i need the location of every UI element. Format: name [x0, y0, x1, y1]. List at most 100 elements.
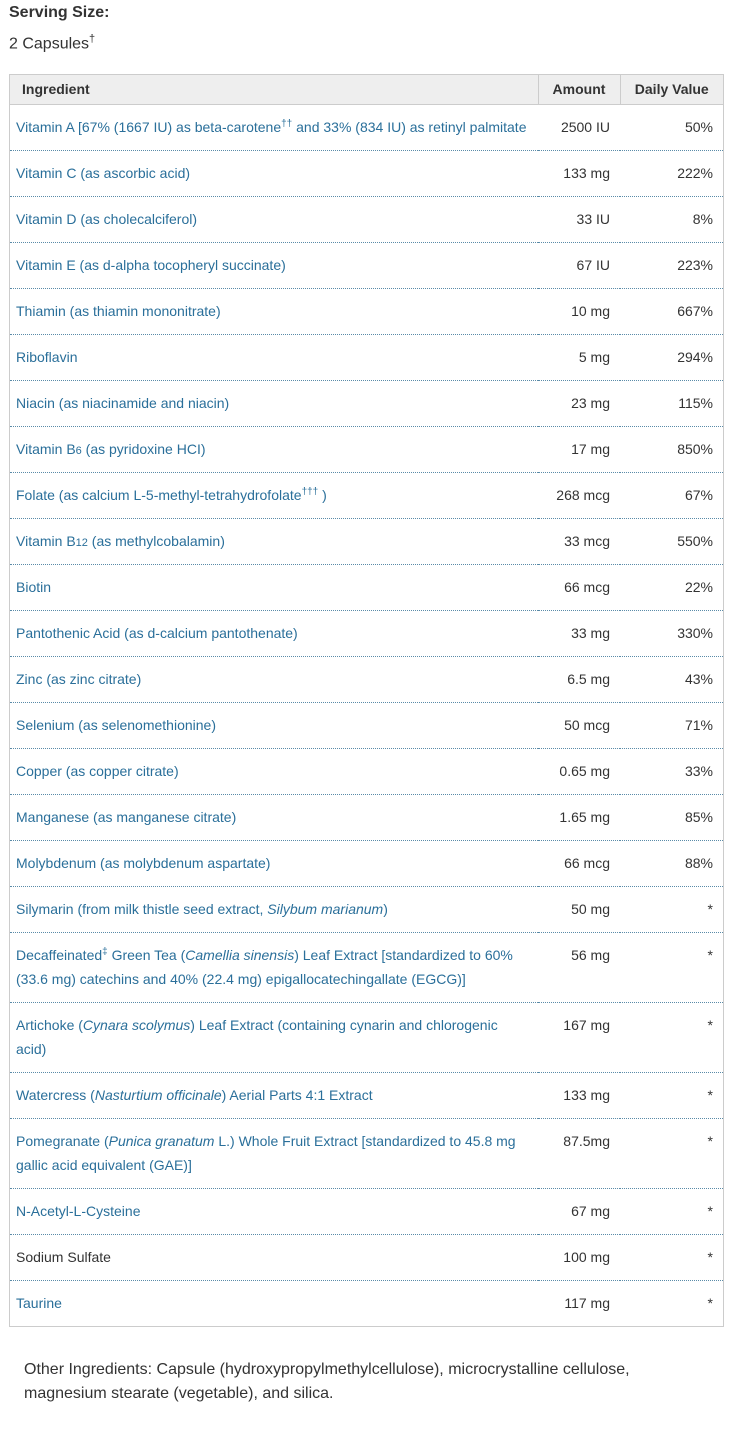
footnote-mark: †††	[301, 485, 319, 497]
ingredient-text: Niacin (as niacinamide and niacin)	[16, 394, 230, 411]
serving-size-label: Serving Size:	[9, 4, 110, 21]
ingredient-amount: 87.5mg	[538, 1118, 620, 1189]
ingredient-daily-value: 88%	[620, 840, 723, 887]
table-row: Thiamin (as thiamin mononitrate) 10 mg 667…	[10, 288, 723, 335]
ingredient-name[interactable]: Thiamin (as thiamin mononitrate)	[10, 288, 538, 335]
ingredient-daily-value: 33%	[620, 748, 723, 795]
table-row: Taurine 117 mg *	[10, 1280, 723, 1326]
table-row: Selenium (as selenomethionine) 50 mcg 71%	[10, 702, 723, 749]
ingredient-name[interactable]: N-Acetyl-L-Cysteine	[10, 1188, 538, 1235]
ingredient-daily-value: 85%	[620, 794, 723, 841]
botanical-name: Punica granatum	[108, 1132, 215, 1149]
ingredient-name[interactable]: Selenium (as selenomethionine)	[10, 702, 538, 749]
subscript: 12	[75, 536, 88, 549]
ingredient-name: Sodium Sulfate	[10, 1234, 538, 1281]
table-header-row: Ingredient Amount Daily Value	[10, 75, 723, 105]
ingredient-name[interactable]: Pomegranate (Punica granatum L.) Whole F…	[10, 1118, 538, 1189]
ingredient-daily-value: 223%	[620, 242, 723, 289]
serving-size-text: 2 Capsules	[9, 35, 90, 53]
ingredient-amount: 167 mg	[538, 1002, 620, 1073]
ingredient-name[interactable]: Silymarin (from milk thistle seed extrac…	[10, 886, 538, 933]
ingredient-name[interactable]: Vitamin A [67% (1667 IU) as beta-caroten…	[10, 104, 538, 151]
ingredient-daily-value: 67%	[620, 472, 723, 519]
header-amount: Amount	[537, 75, 620, 105]
ingredient-daily-value: 43%	[620, 656, 723, 703]
header-daily-value: Daily Value	[619, 75, 723, 105]
ingredient-daily-value: 8%	[620, 196, 723, 243]
table-row: Molybdenum (as molybdenum aspartate) 66 m…	[10, 840, 723, 887]
ingredient-amount: 0.65 mg	[538, 748, 620, 795]
table-row: Zinc (as zinc citrate) 6.5 mg 43%	[10, 656, 723, 703]
supplement-facts-table: Ingredient Amount Daily Value Vitamin A …	[9, 74, 724, 1327]
ingredient-name[interactable]: Taurine	[10, 1280, 538, 1326]
table-row: Pomegranate (Punica granatum L.) Whole F…	[10, 1118, 723, 1189]
ingredient-amount: 2500 IU	[538, 104, 620, 151]
ingredient-text: )	[318, 486, 327, 503]
table-row: Vitamin D (as cholecalciferol) 33 IU 8%	[10, 196, 723, 243]
ingredient-name[interactable]: Niacin (as niacinamide and niacin)	[10, 380, 538, 427]
ingredient-text: Artichoke (	[16, 1016, 83, 1033]
ingredient-name[interactable]: Folate (as calcium L-5-methyl-tetrahydro…	[10, 472, 538, 519]
table-row: Vitamin E (as d-alpha tocopheryl succina…	[10, 242, 723, 289]
ingredient-name[interactable]: Zinc (as zinc citrate)	[10, 656, 538, 703]
ingredient-amount: 33 mg	[538, 610, 620, 657]
ingredient-daily-value: 550%	[620, 518, 723, 565]
table-row: Biotin 66 mcg 22%	[10, 564, 723, 611]
ingredient-daily-value: 50%	[620, 104, 723, 151]
ingredient-amount: 66 mcg	[538, 840, 620, 887]
ingredient-amount: 100 mg	[538, 1234, 620, 1281]
table-row: Vitamin A [67% (1667 IU) as beta-caroten…	[10, 104, 723, 151]
ingredient-text: Manganese (as manganese citrate)	[16, 808, 237, 825]
ingredient-text: Biotin	[16, 578, 52, 595]
ingredient-text: )	[383, 900, 388, 917]
ingredient-amount: 50 mg	[538, 886, 620, 933]
ingredient-amount: 33 mcg	[538, 518, 620, 565]
ingredient-name[interactable]: Copper (as copper citrate)	[10, 748, 538, 795]
ingredient-amount: 10 mg	[538, 288, 620, 335]
ingredient-text: Folate (as calcium L-5-methyl-tetrahydro…	[16, 486, 302, 503]
ingredient-text: Riboflavin	[16, 348, 78, 365]
ingredient-text: Zinc (as zinc citrate)	[16, 670, 142, 687]
ingredient-text: Watercress (	[16, 1086, 95, 1103]
table-row: Folate (as calcium L-5-methyl-tetrahydro…	[10, 472, 723, 519]
table-row: Pantothenic Acid (as d-calcium pantothen…	[10, 610, 723, 657]
ingredient-name[interactable]: Riboflavin	[10, 334, 538, 381]
table-row: Vitamin C (as ascorbic acid) 133 mg 222%	[10, 150, 723, 197]
ingredient-text: and 33% (834 IU) as retinyl palmitate	[292, 118, 527, 135]
table-row: Niacin (as niacinamide and niacin) 23 mg 1…	[10, 380, 723, 427]
serving-size-mark: †	[89, 33, 96, 45]
ingredient-name[interactable]: Pantothenic Acid (as d-calcium pantothen…	[10, 610, 538, 657]
table-row: Vitamin B12 (as methylcobalamin) 33 mcg 55…	[10, 518, 723, 565]
ingredient-text: Vitamin B	[16, 440, 76, 457]
ingredient-name[interactable]: Watercress (Nasturtium officinale) Aeria…	[10, 1072, 538, 1119]
ingredient-amount: 67 IU	[538, 242, 620, 289]
ingredient-text: Taurine	[16, 1294, 62, 1311]
footnote-mark: ‡	[102, 945, 108, 957]
table-row: Watercress (Nasturtium officinale) Aeria…	[10, 1072, 723, 1119]
ingredient-text: Sodium Sulfate	[16, 1248, 111, 1265]
ingredient-daily-value: 294%	[620, 334, 723, 381]
ingredient-amount: 66 mcg	[538, 564, 620, 611]
serving-size-value: 2 Capsules†	[9, 33, 95, 53]
ingredient-daily-value: 222%	[620, 150, 723, 197]
ingredient-daily-value: 71%	[620, 702, 723, 749]
ingredient-amount: 50 mcg	[538, 702, 620, 749]
ingredient-name[interactable]: Vitamin D (as cholecalciferol)	[10, 196, 538, 243]
ingredient-amount: 33 IU	[538, 196, 620, 243]
ingredient-name[interactable]: Molybdenum (as molybdenum aspartate)	[10, 840, 538, 887]
ingredient-name[interactable]: Artichoke (Cynara scolymus) Leaf Extract…	[10, 1002, 538, 1073]
ingredient-name[interactable]: Biotin	[10, 564, 538, 611]
ingredient-name[interactable]: Manganese (as manganese citrate)	[10, 794, 538, 841]
ingredient-amount: 6.5 mg	[538, 656, 620, 703]
ingredient-amount: 133 mg	[538, 150, 620, 197]
ingredient-name[interactable]: Vitamin B6 (as pyridoxine HCI)	[10, 426, 538, 473]
ingredient-name[interactable]: Decaffeinated‡ Green Tea (Camellia sinen…	[10, 932, 538, 1003]
ingredient-name[interactable]: Vitamin C (as ascorbic acid)	[10, 150, 538, 197]
ingredient-amount: 56 mg	[538, 932, 620, 1003]
ingredient-daily-value: *	[707, 1294, 713, 1311]
ingredient-name[interactable]: Vitamin E (as d-alpha tocopheryl succina…	[10, 242, 538, 289]
table-row: Vitamin B6 (as pyridoxine HCI) 17 mg 850%	[10, 426, 723, 473]
table-row: Riboflavin 5 mg 294%	[10, 334, 723, 381]
ingredient-name[interactable]: Vitamin B12 (as methylcobalamin)	[10, 518, 538, 565]
botanical-name: Camellia sinensis	[185, 946, 295, 963]
